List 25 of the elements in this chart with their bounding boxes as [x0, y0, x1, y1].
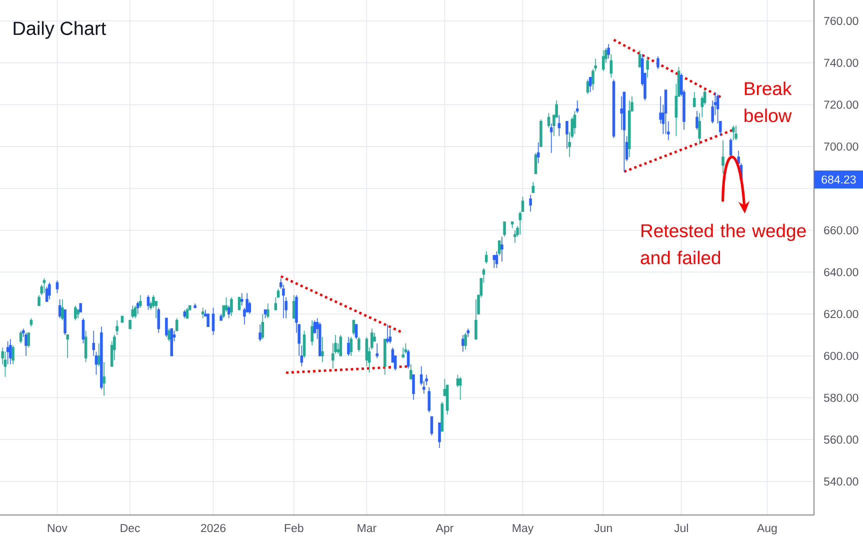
- y-tick-label: 740.00: [824, 58, 858, 67]
- x-tick-label: Jul: [674, 524, 688, 532]
- y-tick-label: 620.00: [824, 310, 858, 318]
- y-tick-label: 640.00: [824, 268, 858, 276]
- y-tick-label: 720.00: [824, 100, 858, 109]
- text: Daily Chart: [14, 21, 106, 39]
- x-tick-label: Jun: [594, 524, 612, 532]
- x-tick-label: Nov: [48, 524, 68, 532]
- x-tick-label: Aug: [756, 524, 777, 534]
- y-tick-label: 660.00: [824, 226, 858, 234]
- x-tick-label: Feb: [284, 524, 304, 532]
- text: 684.23: [822, 175, 856, 184]
- x-tick-label: Dec: [120, 524, 140, 532]
- y-tick-label: 600.00: [824, 352, 858, 360]
- y-tick-label: 540.00: [824, 477, 858, 486]
- y-tick-label: 580.00: [824, 394, 858, 402]
- annotation: Break below: [744, 82, 792, 122]
- y-tick-label: 700.00: [824, 142, 858, 151]
- x-tick-label: May: [512, 524, 534, 534]
- annotation: Retested the wedge and failed: [640, 224, 806, 264]
- x-tick-label: Apr: [436, 524, 454, 534]
- x-tick-label: Mar: [358, 524, 376, 532]
- y-tick-label: 560.00: [824, 436, 858, 444]
- x-tick-label: 2026: [201, 524, 226, 532]
- y-tick-label: 760.00: [824, 16, 858, 25]
